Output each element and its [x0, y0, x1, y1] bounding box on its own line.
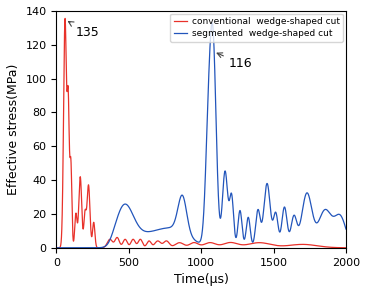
- conventional  wedge-shaped cut: [165, 239, 169, 243]
- segmented  wedge-shaped cut: [243, 237, 247, 240]
- conventional  wedge-shaped cut: [54, 246, 59, 250]
- conventional  wedge-shaped cut: [270, 243, 275, 246]
- conventional  wedge-shaped cut: [344, 246, 348, 250]
- segmented  wedge-shaped cut: [292, 214, 297, 217]
- segmented  wedge-shaped cut: [54, 246, 59, 250]
- segmented  wedge-shaped cut: [228, 195, 232, 199]
- segmented  wedge-shaped cut: [344, 227, 348, 231]
- Text: 116: 116: [217, 53, 252, 70]
- Legend: conventional  wedge-shaped cut, segmented  wedge-shaped cut: conventional wedge-shaped cut, segmented…: [170, 14, 343, 42]
- Text: 135: 135: [69, 21, 99, 40]
- conventional  wedge-shaped cut: [292, 243, 297, 247]
- X-axis label: Time(μs): Time(μs): [174, 273, 229, 286]
- segmented  wedge-shaped cut: [165, 226, 169, 230]
- Line: segmented  wedge-shaped cut: segmented wedge-shaped cut: [57, 23, 346, 248]
- conventional  wedge-shaped cut: [107, 238, 111, 241]
- Line: conventional  wedge-shaped cut: conventional wedge-shaped cut: [57, 18, 346, 248]
- segmented  wedge-shaped cut: [270, 218, 275, 222]
- conventional  wedge-shaped cut: [243, 243, 247, 246]
- segmented  wedge-shaped cut: [210, 21, 214, 24]
- conventional  wedge-shaped cut: [228, 241, 232, 244]
- conventional  wedge-shaped cut: [63, 17, 67, 20]
- Y-axis label: Effective stress(MPa): Effective stress(MPa): [7, 64, 20, 195]
- segmented  wedge-shaped cut: [107, 240, 111, 243]
